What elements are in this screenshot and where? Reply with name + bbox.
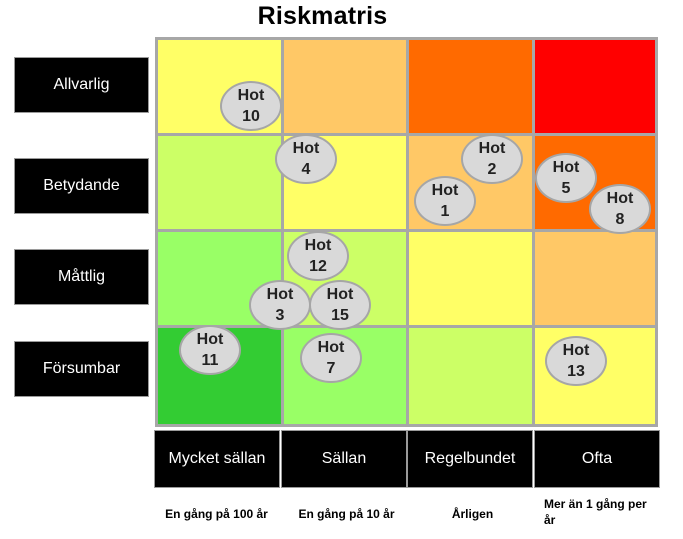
threat-number: 3	[275, 307, 285, 324]
threat-label: Hot	[266, 286, 294, 303]
threat-bubble-7: Hot 7	[300, 333, 362, 383]
matrix-cell-r3-c3	[409, 232, 532, 325]
frequency-label-sallan: Sällan	[282, 431, 406, 487]
threat-label: Hot	[196, 331, 224, 348]
threat-bubble-8: Hot 8	[589, 184, 651, 234]
threat-bubble-5: Hot 5	[535, 153, 597, 203]
threat-label: Hot	[237, 87, 265, 104]
threat-label: Hot	[304, 237, 332, 254]
matrix-cell-r1-c3	[409, 40, 532, 133]
threat-bubble-11: Hot 11	[179, 325, 241, 375]
threat-label: Hot	[562, 342, 590, 359]
frequency-label-ofta: Ofta	[535, 431, 659, 487]
threat-bubble-12: Hot 12	[287, 231, 349, 281]
matrix-title: Riskmatris	[257, 2, 388, 30]
threat-bubble-3: Hot 3	[249, 280, 311, 330]
threat-number: 11	[201, 352, 219, 369]
consequence-label-mattlig: Måttlig	[15, 250, 148, 304]
consequence-label-allvarlig: Allvarlig	[15, 58, 148, 112]
threat-label: Hot	[478, 140, 506, 157]
threat-label: Hot	[552, 159, 580, 176]
threat-label: Hot	[317, 339, 345, 356]
frequency-label-mycket-sallan: Mycket sällan	[155, 431, 279, 487]
threat-label: Hot	[326, 286, 354, 303]
threat-number: 4	[301, 161, 311, 178]
threat-bubble-15: Hot 15	[309, 280, 371, 330]
threat-bubble-4: Hot 4	[275, 134, 337, 184]
matrix-cell-r1-c4	[535, 40, 655, 133]
matrix-cell-r4-c3	[409, 328, 532, 424]
frequency-description-2: Årligen	[451, 507, 494, 521]
threat-bubble-2: Hot 2	[461, 134, 523, 184]
frequency-description-3: Mer än 1 gång per år	[544, 497, 647, 527]
frequency-description-1: En gång på 10 år	[298, 507, 395, 521]
threat-bubble-10: Hot 10	[220, 81, 282, 131]
threat-bubble-13: Hot 13	[545, 336, 607, 386]
threat-label: Hot	[292, 140, 320, 157]
threat-label: Hot	[431, 182, 459, 199]
threat-number: 7	[326, 360, 336, 377]
threat-number: 10	[242, 108, 260, 125]
frequency-description-0: En gång på 100 år	[165, 507, 268, 521]
threat-number: 1	[440, 203, 450, 220]
matrix-cell-r2-c1	[158, 136, 281, 229]
matrix-cell-r1-c2	[284, 40, 406, 133]
threat-number: 5	[561, 180, 571, 197]
frequency-label-regelbundet: Regelbundet	[408, 431, 532, 487]
threat-number: 8	[615, 211, 625, 228]
threat-number: 12	[309, 258, 327, 275]
matrix-cell-r3-c4	[535, 232, 655, 325]
consequence-label-forsumbar: Försumbar	[15, 342, 148, 396]
threat-bubble-1: Hot 1	[414, 176, 476, 226]
consequence-label-betydande: Betydande	[15, 159, 148, 213]
threat-number: 2	[487, 161, 497, 178]
threat-number: 15	[331, 307, 349, 324]
threat-label: Hot	[606, 190, 634, 207]
threat-number: 13	[567, 363, 585, 380]
